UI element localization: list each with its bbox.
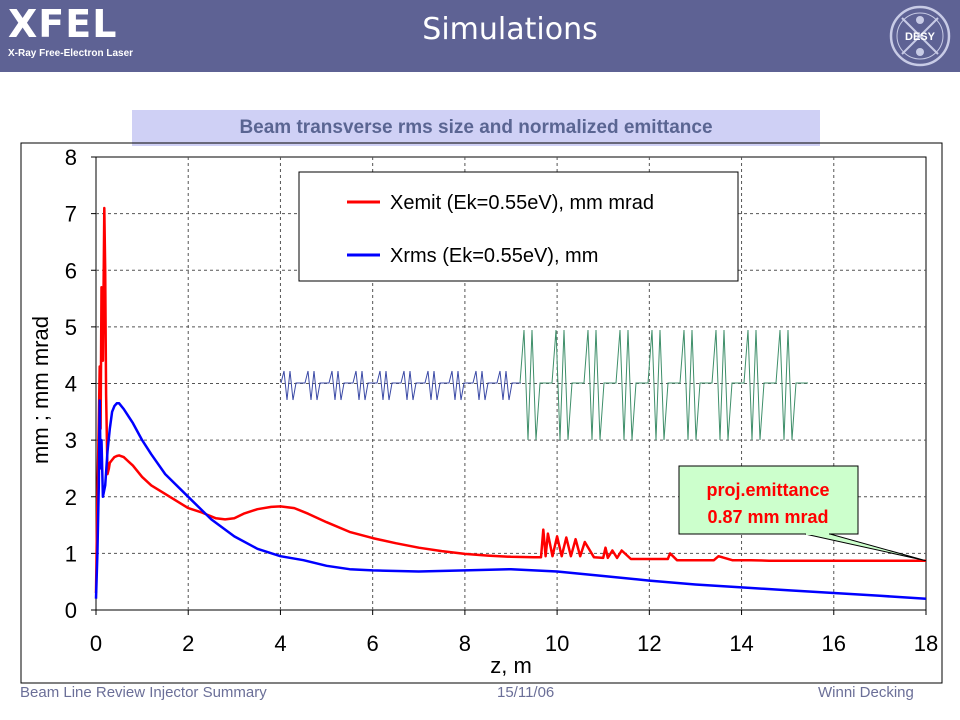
y-axis-label: mm ; mm mrad (28, 316, 53, 464)
footer-date: 15/11/06 (497, 684, 555, 701)
desy-logo-icon: DESY (889, 5, 951, 67)
xfel-logo-text: XFEL (8, 2, 118, 46)
xfel-logo-subtitle: X-Ray Free-Electron Laser (8, 48, 134, 59)
x-tick-label: 0 (90, 631, 102, 656)
x-tick-label: 18 (914, 631, 938, 656)
chart-frame (20, 142, 943, 684)
x-tick-label: 16 (822, 631, 846, 656)
y-tick-label: 0 (65, 598, 77, 623)
lattice-schematic-green (519, 329, 808, 441)
lattice-schematic-blue (280, 370, 521, 401)
header-bar: XFEL X-Ray Free-Electron Laser Simulatio… (0, 0, 960, 72)
series-line-xrms (94, 399, 927, 600)
y-tick-label: 8 (65, 145, 77, 170)
annotation-box (678, 465, 859, 535)
y-tick-label: 6 (65, 258, 77, 283)
footer-author: Winni Decking (818, 684, 914, 701)
x-tick-label: 6 (367, 631, 379, 656)
x-tick-label: 14 (729, 631, 753, 656)
annotation-text-line1: proj.emittance (706, 480, 829, 500)
y-tick-label: 5 (65, 315, 77, 340)
x-tick-label: 8 (459, 631, 471, 656)
x-tick-label: 10 (545, 631, 569, 656)
x-tick-label: 12 (637, 631, 661, 656)
series-line-xemit (94, 206, 926, 594)
annotation-text-line2: 0.87 mm mrad (707, 507, 828, 527)
y-tick-label: 3 (65, 428, 77, 453)
chart-title: Beam transverse rms size and normalized … (132, 110, 820, 146)
legend-label-xrms: Xrms (Ek=0.55eV), mm (390, 245, 598, 267)
footer-left-text: Beam Line Review Injector Summary (20, 684, 267, 701)
y-tick-label: 4 (65, 372, 77, 397)
page-title: Simulations (422, 12, 598, 47)
x-tick-label: 2 (182, 631, 194, 656)
chart-legend: Xemit (Ek=0.55eV), mm mrad Xrms (Ek=0.55… (298, 171, 739, 282)
legend-label-xemit: Xemit (Ek=0.55eV), mm mrad (390, 192, 654, 214)
xfel-logo: XFEL X-Ray Free-Electron Laser (6, 4, 136, 64)
y-tick-label: 1 (65, 541, 77, 566)
y-tick-label: 2 (65, 485, 77, 510)
x-axis-label: z, m (490, 653, 532, 678)
y-tick-label: 7 (65, 202, 77, 227)
x-tick-label: 4 (274, 631, 286, 656)
desy-logo-text: DESY (905, 31, 936, 43)
